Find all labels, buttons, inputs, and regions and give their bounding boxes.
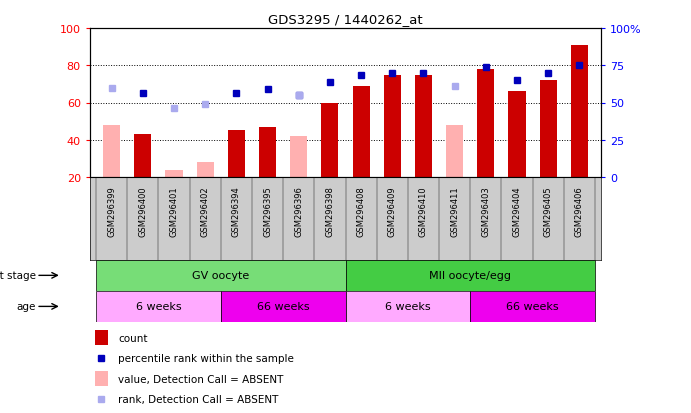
Bar [321,103,339,178]
Bar [221,291,346,322]
Bar [470,291,595,322]
Bar [197,163,214,178]
Bar [571,45,588,178]
Bar [509,92,526,178]
Bar [96,291,221,322]
Text: 6 weeks: 6 weeks [385,301,430,312]
Text: 66 weeks: 66 weeks [257,301,310,312]
Bar [540,81,557,178]
Text: GSM296396: GSM296396 [294,186,303,237]
Text: GSM296404: GSM296404 [513,186,522,236]
Bar [165,170,182,178]
Text: GSM296399: GSM296399 [107,186,116,237]
Text: GSM296406: GSM296406 [575,186,584,237]
Text: GSM296402: GSM296402 [200,186,209,236]
Text: GSM296395: GSM296395 [263,186,272,237]
Text: GSM296408: GSM296408 [357,186,366,237]
Text: GSM296409: GSM296409 [388,186,397,236]
Text: age: age [17,301,36,312]
Text: 66 weeks: 66 weeks [507,301,559,312]
Text: GV oocyte: GV oocyte [192,271,249,281]
Text: development stage: development stage [0,271,36,281]
Text: GSM296405: GSM296405 [544,186,553,236]
Bar [346,260,595,291]
Bar [290,137,307,178]
Text: rank, Detection Call = ABSENT: rank, Detection Call = ABSENT [118,394,278,404]
Text: GSM296411: GSM296411 [450,186,459,236]
Bar [384,75,401,178]
Text: percentile rank within the sample: percentile rank within the sample [118,354,294,363]
Bar [95,371,108,386]
Bar [352,86,370,178]
Text: GSM296410: GSM296410 [419,186,428,236]
Text: GSM296403: GSM296403 [482,186,491,237]
Text: value, Detection Call = ABSENT: value, Detection Call = ABSENT [118,374,283,384]
Text: GSM296400: GSM296400 [138,186,147,236]
Bar [134,135,151,178]
Text: GSM296401: GSM296401 [169,186,178,236]
Bar [96,260,346,291]
Bar [477,70,494,178]
Bar [95,330,108,345]
Bar [415,75,432,178]
Bar [103,126,120,178]
Bar [446,126,463,178]
Bar [346,291,470,322]
Bar [259,127,276,178]
Text: count: count [118,333,147,343]
Title: GDS3295 / 1440262_at: GDS3295 / 1440262_at [268,13,423,26]
Text: GSM296398: GSM296398 [325,186,334,237]
Text: 6 weeks: 6 weeks [135,301,181,312]
Text: MII oocyte/egg: MII oocyte/egg [429,271,511,281]
Bar [228,131,245,178]
Text: GSM296394: GSM296394 [232,186,241,237]
